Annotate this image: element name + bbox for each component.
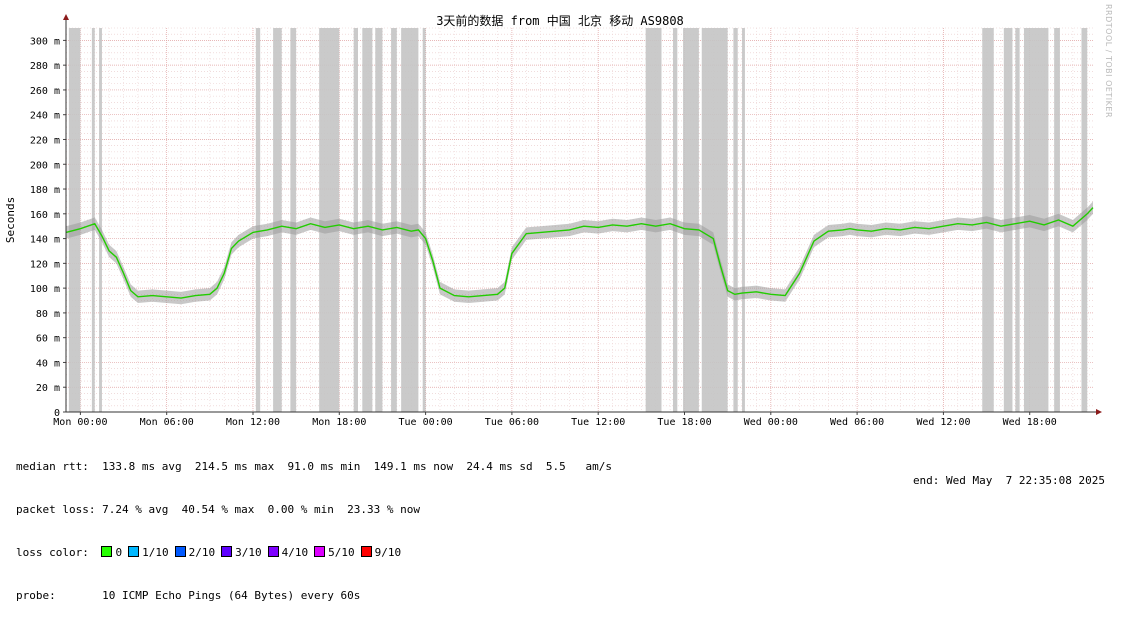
x-tick-label: Mon 12:00 xyxy=(226,417,280,428)
x-tick-label: Tue 12:00 xyxy=(571,417,625,428)
rrdtool-watermark: RRDTOOL / TOBI OETIKER xyxy=(1104,4,1113,119)
y-tick-label: 240 m xyxy=(30,111,60,122)
y-tick-label: 220 m xyxy=(30,135,60,146)
loss-color-label-item: 2/10 xyxy=(188,546,216,560)
y-tick-label: 60 m xyxy=(36,334,60,345)
y-tick-label: 120 m xyxy=(30,259,60,270)
packet-loss-band xyxy=(401,28,419,412)
median-rtt-row: median rtt: 133.8 ms avg 214.5 ms max 91… xyxy=(16,460,612,474)
loss-color-label-item: 4/10 xyxy=(281,546,309,560)
packet-loss-band xyxy=(255,28,261,412)
x-tick-label: Mon 00:00 xyxy=(53,417,107,428)
packet-loss-band xyxy=(68,28,81,412)
packet-loss-band xyxy=(273,28,282,412)
y-axis-label: Seconds xyxy=(4,197,17,243)
loss-color-label-item: 3/10 xyxy=(235,546,262,560)
packet-loss-band xyxy=(422,28,426,412)
packet-loss-band xyxy=(99,28,102,412)
loss-color-label: loss color: xyxy=(16,546,89,560)
probe-label: probe: xyxy=(16,589,56,603)
loss-color-row: loss color: 0 1/10 2/10 3/10 4/10 5/10 9/10 xyxy=(16,546,612,560)
chart-title: 3天前的数据 from 中国 北京 移动 AS9808 xyxy=(436,13,684,28)
packet-loss-band xyxy=(362,28,373,412)
packet-loss-band xyxy=(319,28,340,412)
median-rtt-stats: 133.8 ms avg 214.5 ms max 91.0 ms min 14… xyxy=(102,459,613,473)
end-time: end: Wed May 7 22:35:08 2025 xyxy=(912,474,1105,487)
median-rtt-line xyxy=(65,207,1094,299)
y-tick-label: 40 m xyxy=(36,358,60,369)
packet-loss-band xyxy=(391,28,397,412)
packet-loss-label: packet loss: xyxy=(16,503,96,517)
x-axis-arrow xyxy=(1096,409,1102,415)
tick-labels: 0 20 m 40 m 60 m 80 m 100 m 120 m 140 m 160 m 180… xyxy=(30,36,1057,428)
loss-color-swatch xyxy=(267,546,279,558)
packet-loss-band xyxy=(742,28,745,412)
packet-loss-band xyxy=(733,28,738,412)
packet-loss-band xyxy=(701,28,728,412)
y-tick-label: 80 m xyxy=(36,309,60,320)
legend: median rtt: 133.8 ms avg 214.5 ms max 91… xyxy=(16,431,612,618)
loss-color-swatch xyxy=(221,546,233,558)
loss-color-label-item: 5/10 xyxy=(328,546,355,560)
y-tick-label: 160 m xyxy=(30,210,60,221)
y-tick-label: 180 m xyxy=(30,185,60,196)
x-tick-label: Wed 12:00 xyxy=(916,417,970,428)
packet-loss-band xyxy=(375,28,383,412)
loss-color-swatch xyxy=(128,546,140,558)
packet-loss-band xyxy=(353,28,358,412)
chart-background xyxy=(0,0,1121,430)
x-tick-label: Wed 00:00 xyxy=(744,417,798,428)
loss-color-label-item: 9/10 xyxy=(374,546,402,560)
y-tick-label: 260 m xyxy=(30,86,60,97)
x-tick-label: Tue 18:00 xyxy=(657,417,711,428)
probe-info: 10 ICMP Echo Pings (64 Bytes) every 60s xyxy=(102,589,361,603)
median-rtt-series-line xyxy=(65,207,1094,299)
x-tick-label: Wed 06:00 xyxy=(830,417,884,428)
loss-color-swatch xyxy=(314,546,326,558)
y-tick-label: 280 m xyxy=(30,61,60,72)
loss-color-label-item: 0 xyxy=(115,546,123,560)
x-tick-label: Tue 00:00 xyxy=(399,417,453,428)
smokeping-chart: 0 20 m 40 m 60 m 80 m 100 m 120 m 140 m 160 m 180… xyxy=(0,0,1121,430)
y-tick-label: 100 m xyxy=(30,284,60,295)
loss-color-swatch xyxy=(174,546,186,558)
loss-color-label-item: 1/10 xyxy=(142,546,169,560)
y-tick-label: 300 m xyxy=(30,36,60,47)
y-tick-label: 200 m xyxy=(30,160,60,171)
x-tick-label: Mon 18:00 xyxy=(312,417,366,428)
median-rtt-label: median rtt: xyxy=(16,459,89,473)
y-axis-arrow xyxy=(63,14,69,20)
probe-row: probe: 10 ICMP Echo Pings (64 Bytes) eve… xyxy=(16,589,612,603)
x-tick-label: Wed 18:00 xyxy=(1003,417,1057,428)
y-tick-label: 140 m xyxy=(30,235,60,246)
y-tick-label: 20 m xyxy=(36,383,60,394)
packet-loss-stats: 7.24 % avg 40.54 % max 0.00 % min 23.33 … xyxy=(102,503,420,517)
packet-loss-band xyxy=(290,28,297,412)
y-tick-label: 0 xyxy=(54,408,60,419)
loss-color-swatch xyxy=(101,546,113,558)
x-tick-label: Tue 06:00 xyxy=(485,417,539,428)
packet-loss-band xyxy=(683,28,699,412)
axes xyxy=(63,14,1102,415)
x-tick-label: Mon 06:00 xyxy=(140,417,194,428)
packet-loss-row: packet loss: 7.24 % avg 40.54 % max 0.00… xyxy=(16,503,612,517)
loss-color-swatch xyxy=(360,546,372,558)
